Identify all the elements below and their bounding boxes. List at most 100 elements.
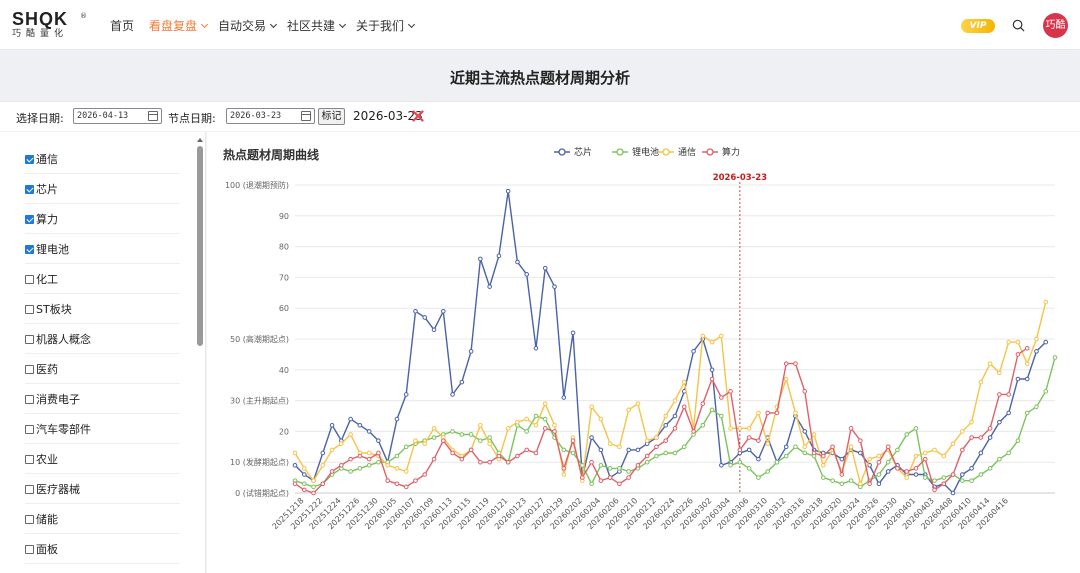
- data-point: [1006, 339, 1011, 345]
- legend-marker: [662, 148, 670, 156]
- data-point: [1006, 450, 1011, 456]
- nav-community-label: 社区共建: [287, 19, 336, 33]
- checkbox[interactable]: [25, 154, 34, 164]
- theme-checkbox-item[interactable]: 算力: [25, 205, 180, 234]
- data-point: [311, 484, 316, 490]
- checkbox[interactable]: [25, 334, 34, 344]
- vip-badge[interactable]: VIP: [961, 19, 995, 33]
- logo[interactable]: SHQK 巧酷量化 ®: [12, 10, 87, 40]
- data-point: [515, 419, 520, 425]
- checkbox[interactable]: [25, 544, 34, 554]
- data-point: [978, 472, 984, 477]
- checkbox-label: 消费电子: [36, 393, 80, 406]
- legend-marker: [558, 148, 566, 156]
- data-point: [570, 450, 576, 456]
- chart-panel: 热点题材周期曲线 0 (试错期起点) 10 (发酵期起点) 20 30 (主升期起点)…: [207, 132, 1080, 573]
- checkbox[interactable]: [25, 424, 34, 434]
- checkbox[interactable]: [25, 274, 34, 284]
- data-point: [672, 398, 678, 403]
- legend-label: 芯片: [574, 146, 592, 158]
- data-point: [487, 435, 492, 440]
- data-point: [691, 349, 696, 354]
- theme-checkbox-item[interactable]: 机器人概念: [25, 325, 180, 354]
- close-icon[interactable]: [412, 110, 424, 122]
- data-point: [811, 432, 817, 437]
- theme-checkbox-item[interactable]: 化工: [25, 265, 180, 294]
- legend-item[interactable]: 算力: [702, 146, 740, 158]
- data-point: [904, 432, 910, 437]
- y-tick-label: 100 (退潮期预防): [225, 180, 289, 190]
- node-date-input[interactable]: 2026-03-23: [226, 108, 315, 124]
- data-point: [450, 429, 455, 434]
- theme-checkbox-item[interactable]: 医药: [25, 355, 180, 384]
- title-band: 近期主流热点题材周期分析: [0, 51, 1080, 101]
- checkbox[interactable]: [25, 514, 34, 524]
- data-point: [403, 484, 409, 490]
- data-point: [570, 330, 576, 336]
- checkbox-label: 机器人概念: [36, 333, 91, 346]
- checkbox[interactable]: [25, 484, 34, 494]
- data-point: [1015, 352, 1021, 357]
- data-point: [997, 370, 1002, 376]
- data-point: [1024, 361, 1030, 366]
- chevron-down-icon: [200, 20, 209, 28]
- data-point: [709, 339, 715, 345]
- sidebar-scrollbar[interactable]: [197, 138, 203, 573]
- theme-checkbox-item[interactable]: 汽车零部件: [25, 415, 180, 444]
- theme-checkbox-item[interactable]: 通信: [25, 145, 180, 174]
- nav-community[interactable]: 社区共建: [287, 17, 347, 34]
- scroll-up-arrow-icon[interactable]: [197, 138, 203, 142]
- theme-checkbox-item[interactable]: 芯片: [25, 175, 180, 204]
- data-point: [329, 469, 335, 474]
- legend-label: 算力: [722, 146, 740, 158]
- data-point: [320, 462, 326, 468]
- checkbox[interactable]: [25, 214, 34, 224]
- theme-checkbox-item[interactable]: 农业: [25, 445, 180, 474]
- theme-checkbox-item[interactable]: 面板: [25, 535, 180, 564]
- data-point: [422, 441, 428, 447]
- mark-button[interactable]: 标记: [318, 108, 345, 125]
- data-point: [542, 265, 548, 271]
- calendar-icon[interactable]: [148, 111, 158, 121]
- theme-checkbox-item[interactable]: ST板块: [25, 295, 180, 324]
- legend-item[interactable]: 芯片: [554, 146, 592, 158]
- data-point: [746, 447, 752, 453]
- legend-item[interactable]: 锂电池: [612, 146, 659, 158]
- data-point: [746, 466, 752, 471]
- data-point: [644, 438, 650, 443]
- scroll-thumb[interactable]: [197, 146, 203, 346]
- theme-checkbox-item[interactable]: 锂电池: [25, 235, 180, 264]
- theme-checkbox-item[interactable]: 医疗器械: [25, 475, 180, 504]
- theme-checkbox-item[interactable]: 消费电子: [25, 385, 180, 414]
- data-point: [626, 469, 631, 474]
- calendar-icon[interactable]: [301, 111, 311, 121]
- legend-item[interactable]: 通信: [658, 146, 696, 158]
- checkbox[interactable]: [25, 244, 34, 254]
- nav-market-review[interactable]: 看盘复盘: [149, 17, 209, 34]
- data-point: [1015, 376, 1021, 382]
- checkbox[interactable]: [25, 184, 34, 194]
- data-point: [311, 490, 316, 496]
- data-point: [505, 426, 511, 431]
- data-point: [793, 444, 798, 450]
- checkbox[interactable]: [25, 394, 34, 404]
- avatar[interactable]: 巧酷: [1043, 13, 1068, 38]
- checkbox-label: 芯片: [36, 183, 58, 196]
- checkbox[interactable]: [25, 304, 34, 314]
- checkbox-label: 算力: [36, 213, 58, 226]
- checkbox[interactable]: [25, 454, 34, 464]
- data-point: [533, 345, 539, 351]
- data-point: [793, 361, 798, 366]
- nav-auto-trading[interactable]: 自动交易: [218, 17, 278, 34]
- select-date-input[interactable]: 2026-04-13: [73, 108, 162, 124]
- nav-home[interactable]: 首页: [110, 17, 134, 34]
- nav-about[interactable]: 关于我们: [356, 17, 416, 34]
- theme-checkbox-item[interactable]: 储能: [25, 505, 180, 534]
- data-point: [978, 379, 984, 385]
- data-point: [561, 466, 567, 471]
- search-icon[interactable]: [1012, 19, 1025, 32]
- data-point: [561, 395, 567, 400]
- data-point: [1015, 339, 1021, 345]
- registered-mark: ®: [80, 12, 87, 20]
- checkbox[interactable]: [25, 364, 34, 374]
